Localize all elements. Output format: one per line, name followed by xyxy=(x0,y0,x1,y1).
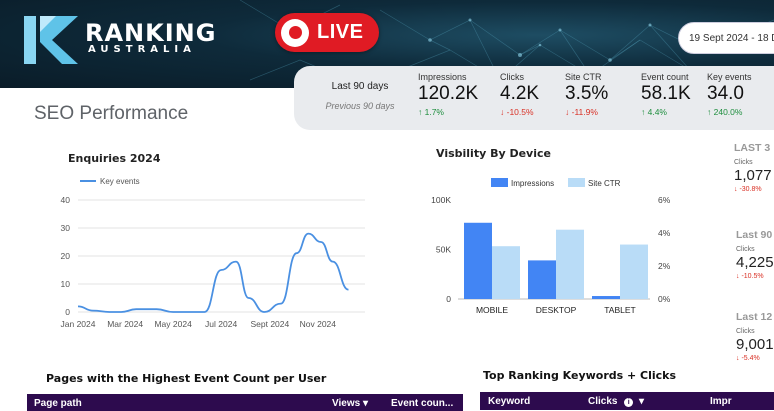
legend-swatch-impressions xyxy=(491,178,508,187)
enquiries-chart-title: Enquiries 2024 xyxy=(68,152,161,165)
bar-impressions xyxy=(592,296,620,299)
keywords-table-title: Top Ranking Keywords + Clicks xyxy=(483,369,677,382)
pages-table-title: Pages with the Highest Event Count per U… xyxy=(46,372,327,385)
kpi-change: ↑ 240.0% xyxy=(707,107,743,117)
y-left-tick-label: 0 xyxy=(446,294,451,304)
legend-label-site-ctr: Site CTR xyxy=(588,179,621,188)
legend-swatch-site-ctr xyxy=(568,178,585,187)
device-bar-chart: Impressions Site CTR 0 50K 100K 0% 2% 4% 6% MOBIL… xyxy=(431,178,671,315)
period-current: Last 90 days xyxy=(331,81,389,92)
period-previous: Previous 90 days xyxy=(325,101,395,111)
ranking-australia-logo-mark xyxy=(24,16,78,64)
kpi-change: ↑ 1.7% xyxy=(418,107,444,117)
legend-label-impressions: Impressions xyxy=(511,179,554,188)
kpi-event-count: Event count 58.1K ↑ 4.4% xyxy=(641,72,691,117)
column-header-keyword[interactable]: Keyword xyxy=(488,396,531,407)
scorecard-metric-label: Clicks xyxy=(736,246,755,253)
bar-site-ctr xyxy=(620,244,648,299)
y-tick-label: 20 xyxy=(61,251,71,261)
right-scorecard-last-90: Last 90 Clicks 4,225 ↓ -10.5% xyxy=(736,229,774,280)
y-tick-label: 40 xyxy=(61,195,71,205)
kpi-label: Clicks xyxy=(500,72,524,82)
column-header-clicks-label: Clicks xyxy=(588,396,618,407)
x-tick-label: Sept 2024 xyxy=(250,319,289,329)
kpi-label: Key events xyxy=(707,72,752,82)
column-header-event-count[interactable]: Event coun... xyxy=(391,398,454,409)
kpi-change: ↓ -11.9% xyxy=(565,107,598,117)
kpi-impressions: Impressions 120.2K ↑ 1.7% xyxy=(418,72,478,117)
scorecard-change: ↓ -5.4% xyxy=(736,355,760,362)
kpi-value: 120.2K xyxy=(418,83,479,104)
date-range-selector[interactable]: 19 Sept 2024 - 18 D xyxy=(678,22,774,54)
x-category-label: MOBILE xyxy=(476,305,508,315)
info-icon[interactable]: i xyxy=(624,398,634,407)
y-right-tick-label: 6% xyxy=(658,195,671,205)
scorecard-change: ↓ -30.8% xyxy=(734,186,762,193)
brand-name: RANKING xyxy=(85,19,217,47)
column-header-views[interactable]: Views ▾ xyxy=(332,398,368,409)
live-label: LIVE xyxy=(317,21,364,43)
y-left-tick-label: 50K xyxy=(436,245,451,255)
scorecard-metric-label: Clicks xyxy=(736,328,755,335)
scorecard-value: 1,077 xyxy=(734,167,772,184)
right-scorecard-last-30: LAST 3 Clicks 1,077 ↓ -30.8% xyxy=(734,142,772,193)
y-tick-label: 10 xyxy=(61,279,71,289)
y-right-tick-label: 2% xyxy=(658,261,671,271)
scorecard-value: 4,225 xyxy=(736,254,774,271)
x-tick-label: Jan 2024 xyxy=(61,319,96,329)
kpi-key-events: Key events 34.0 ↑ 240.0% xyxy=(707,72,752,117)
kpi-scorecard-bar: Last 90 days Previous 90 days Impression… xyxy=(294,66,774,130)
bar-impressions xyxy=(464,222,492,299)
kpi-change: ↓ -10.5% xyxy=(500,107,534,117)
device-chart-title: Visbility By Device xyxy=(436,147,551,160)
key-events-series-line xyxy=(77,232,349,313)
scorecard-heading: Last 12 xyxy=(736,311,773,323)
kpi-label: Site CTR xyxy=(565,72,602,82)
kpi-site-ctr: Site CTR 3.5% ↓ -11.9% xyxy=(565,72,608,117)
live-record-icon xyxy=(281,18,309,47)
brand-subtitle: AUSTRALIA xyxy=(88,44,196,55)
sort-down-icon[interactable]: ▾ xyxy=(639,396,645,407)
legend-label-key-events: Key events xyxy=(100,177,140,186)
kpi-change: ↑ 4.4% xyxy=(641,107,667,117)
y-left-tick-label: 100K xyxy=(431,195,451,205)
y-right-tick-label: 4% xyxy=(658,228,671,238)
kpi-clicks: Clicks 4.2K ↓ -10.5% xyxy=(500,72,539,117)
kpi-value: 3.5% xyxy=(565,83,609,104)
live-badge: LIVE xyxy=(275,13,379,52)
scorecard-change: ↓ -10.5% xyxy=(736,273,764,280)
x-category-label: DESKTOP xyxy=(536,305,577,315)
bar-impressions xyxy=(528,260,556,299)
scorecard-heading: Last 90 xyxy=(736,229,773,241)
kpi-value: 34.0 xyxy=(707,83,744,104)
x-tick-label: Mar 2024 xyxy=(107,319,143,329)
pages-table-header: Page path Views ▾ Event coun... xyxy=(27,394,463,411)
bar-site-ctr xyxy=(556,229,584,299)
kpi-value: 58.1K xyxy=(641,83,691,104)
column-header-impressions[interactable]: Impr xyxy=(710,396,732,407)
kpi-value: 4.2K xyxy=(500,83,540,104)
y-tick-label: 30 xyxy=(61,223,71,233)
column-header-clicks[interactable]: Clicks i ▾ xyxy=(588,396,644,407)
enquiries-line-chart: Key events 0 10 20 30 40 Jan 2024 Mar 2024 May 2… xyxy=(61,177,365,329)
kpi-label: Impressions xyxy=(418,72,467,82)
scorecard-heading: LAST 3 xyxy=(734,142,771,154)
scorecard-metric-label: Clicks xyxy=(734,159,753,166)
keywords-table-header: Keyword Clicks i ▾ Impr xyxy=(480,392,774,410)
column-header-page-path[interactable]: Page path xyxy=(34,398,82,409)
x-tick-label: Jul 2024 xyxy=(205,319,237,329)
scorecard-value: 9,001 xyxy=(736,336,774,353)
right-scorecard-last-12: Last 12 Clicks 9,001 ↓ -5.4% xyxy=(736,311,774,362)
y-right-tick-label: 0% xyxy=(658,294,671,304)
period-labels: Last 90 days Previous 90 days xyxy=(320,81,400,111)
x-tick-label: May 2024 xyxy=(154,319,192,329)
x-tick-label: Nov 2024 xyxy=(300,319,337,329)
x-category-label: TABLET xyxy=(604,305,636,315)
kpi-label: Event count xyxy=(641,72,689,82)
page-title: SEO Performance xyxy=(34,103,189,124)
bar-site-ctr xyxy=(492,246,520,299)
y-tick-label: 0 xyxy=(65,307,70,317)
